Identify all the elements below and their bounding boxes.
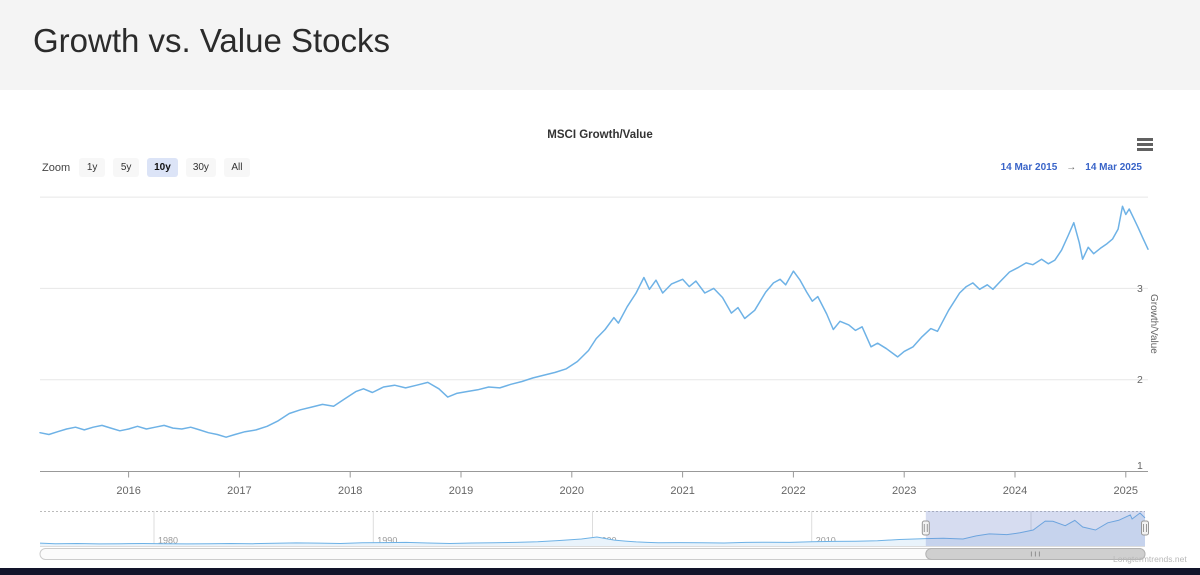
x-axis-label: 2025: [1114, 485, 1138, 497]
watermark: Longtermtrends.net: [1113, 554, 1187, 564]
x-axis-label: 2018: [338, 485, 362, 497]
date-to-input[interactable]: 14 Mar 2025: [1085, 162, 1142, 173]
page-header: Growth vs. Value Stocks: [0, 0, 1200, 90]
range-selector: Zoom 1y 5y 10y 30y All: [42, 158, 250, 177]
x-axis-label: 2020: [560, 485, 584, 497]
burger-bar: [1137, 143, 1153, 146]
main-series-line: [39, 205, 1149, 438]
x-axis-label: 2023: [892, 485, 916, 497]
x-axis-label: 2024: [1003, 485, 1027, 497]
navigator-handle-right[interactable]: [1141, 520, 1149, 536]
navigator-handle-left[interactable]: [921, 520, 930, 536]
page-title: Growth vs. Value Stocks: [33, 22, 391, 59]
navigator-area-fill: [40, 513, 1145, 546]
x-axis-label: 2022: [781, 485, 805, 497]
date-range-arrow-icon: →: [1066, 162, 1077, 173]
y-axis-label: 2: [1137, 374, 1143, 386]
zoom-button-all[interactable]: All: [223, 158, 250, 177]
date-from-input[interactable]: 14 Mar 2015: [1000, 162, 1058, 173]
y-axis-label: 3: [1137, 283, 1143, 295]
date-range: 14 Mar 2015 → 14 Mar 2025: [1001, 162, 1142, 173]
zoom-button-1y[interactable]: 1y: [79, 158, 106, 177]
navigator-decade-label: 1980: [158, 536, 178, 546]
x-axis-label: 2017: [227, 485, 251, 497]
burger-bar: [1137, 148, 1153, 151]
x-axis-label: 2016: [116, 485, 140, 497]
range-buttons: 1y 5y 10y 30y All: [79, 158, 250, 177]
chart-context-menu-icon[interactable]: [1137, 138, 1153, 153]
burger-bar: [1137, 138, 1153, 141]
zoom-button-10y[interactable]: 10y: [147, 158, 178, 177]
navigator-selection-mask[interactable]: [925, 511, 1145, 546]
y-axis-title: Growth/Value: [1148, 294, 1159, 354]
navigator-decade-label: 1990: [377, 536, 397, 546]
zoom-label: Zoom: [42, 161, 71, 174]
navigator-decade-label: 2010: [816, 536, 836, 546]
footer-top-strip: [0, 568, 1200, 575]
chart-title: MSCI Growth/Value: [547, 129, 653, 141]
y-axis-label: 1: [1137, 460, 1143, 472]
zoom-button-30y[interactable]: 30y: [185, 158, 216, 177]
x-axis-label: 2021: [670, 485, 694, 497]
x-axis-label: 2019: [449, 485, 473, 497]
navigator-series-line: [39, 512, 1146, 545]
zoom-button-5y[interactable]: 5y: [113, 158, 140, 177]
